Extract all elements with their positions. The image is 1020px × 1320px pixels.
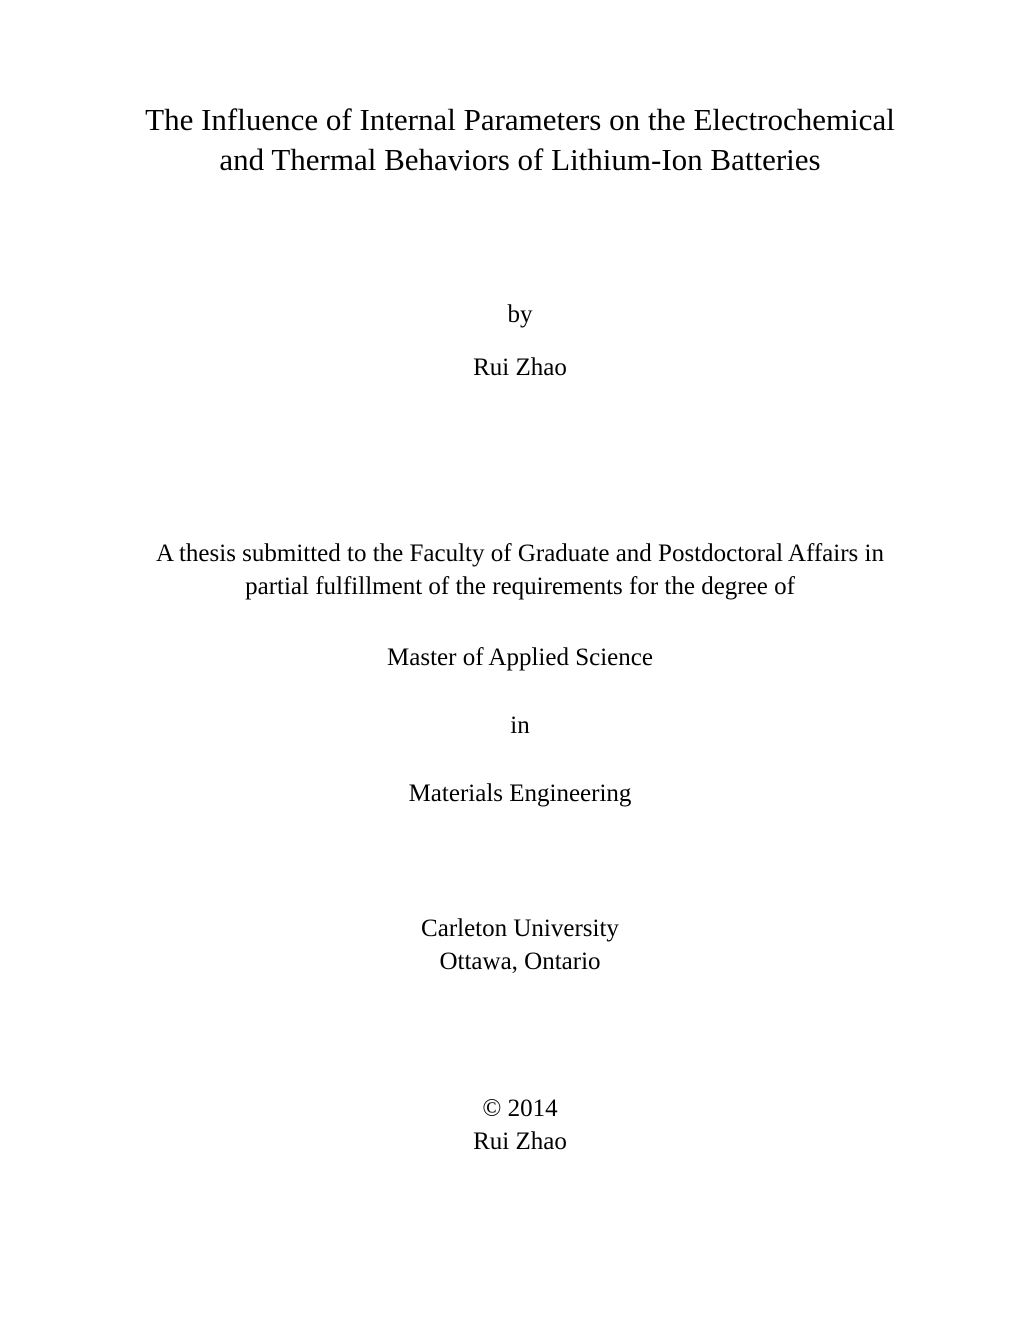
degree-name: Master of Applied Science — [130, 644, 910, 672]
thesis-title: The Influence of Internal Parameters on … — [130, 100, 910, 181]
department-name: Materials Engineering — [130, 780, 910, 808]
copyright-year: © 2014 — [130, 1093, 910, 1126]
university-location: Ottawa, Ontario — [130, 946, 910, 979]
by-label: by — [130, 301, 910, 329]
submission-statement: A thesis submitted to the Faculty of Gra… — [130, 537, 910, 605]
copyright-holder: Rui Zhao — [130, 1126, 910, 1159]
university-name: Carleton University — [130, 913, 910, 946]
in-label: in — [130, 712, 910, 740]
copyright-block: © 2014 Rui Zhao — [130, 1093, 910, 1158]
university-block: Carleton University Ottawa, Ontario — [130, 913, 910, 978]
author-name: Rui Zhao — [130, 354, 910, 382]
